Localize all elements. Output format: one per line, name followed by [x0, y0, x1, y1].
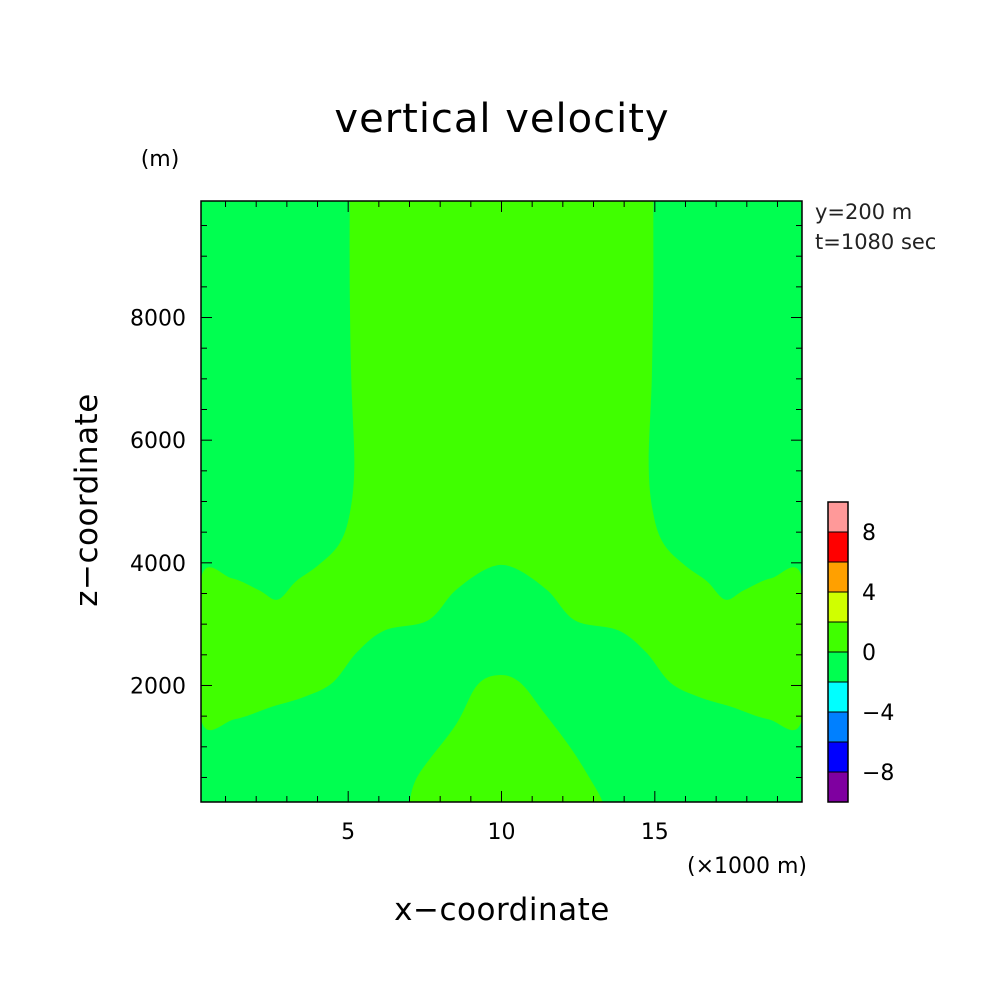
x-axis-ticks: 5 10 15: [225, 201, 778, 845]
colorbar-swatch: [827, 531, 849, 563]
x-tick-label: 15: [641, 820, 669, 845]
colorbar-tick-label: −4: [862, 701, 894, 726]
colorbar-swatch: [827, 771, 849, 803]
colorbar-swatch: [827, 651, 849, 683]
colorbar-tick-label: 4: [862, 581, 876, 606]
x-unit-label: (×1000 m): [687, 854, 807, 879]
colorbar-swatch: [827, 711, 849, 743]
colorbar-tick-label: 8: [862, 521, 876, 546]
colorbar-swatch: [827, 561, 849, 593]
colorbar-swatch: [827, 681, 849, 713]
contour-plot-area: [200, 200, 803, 803]
colorbar-tick-label: 0: [862, 641, 876, 666]
colorbar-swatch: [827, 621, 849, 653]
y-tick-label: 8000: [130, 307, 186, 332]
y-axis-label: z−coordinate: [69, 393, 105, 607]
colorbar-tick-label: −8: [862, 761, 894, 786]
colorbar-frame: [827, 501, 849, 803]
y-unit-label: (m): [141, 147, 180, 172]
x-tick-label: 10: [488, 820, 516, 845]
annotation-y-position: y=200 m: [815, 200, 912, 224]
colorbar: −8 −4 0 4 8: [827, 501, 894, 803]
annotation-time: t=1080 sec: [815, 230, 936, 254]
colorbar-swatch: [827, 501, 849, 533]
x-tick-label: 5: [341, 820, 355, 845]
y-tick-label: 4000: [130, 552, 186, 577]
chart-title: vertical velocity: [334, 96, 669, 142]
colorbar-swatch: [827, 741, 849, 773]
contour-region-2: [409, 674, 603, 802]
x-axis-label: x−coordinate: [394, 892, 610, 928]
contour-region-1: [201, 201, 802, 731]
colorbar-swatch: [827, 591, 849, 623]
y-tick-label: 6000: [130, 429, 186, 454]
y-axis-ticks: 2000 4000 6000 8000: [130, 225, 802, 778]
y-tick-label: 2000: [130, 674, 186, 699]
